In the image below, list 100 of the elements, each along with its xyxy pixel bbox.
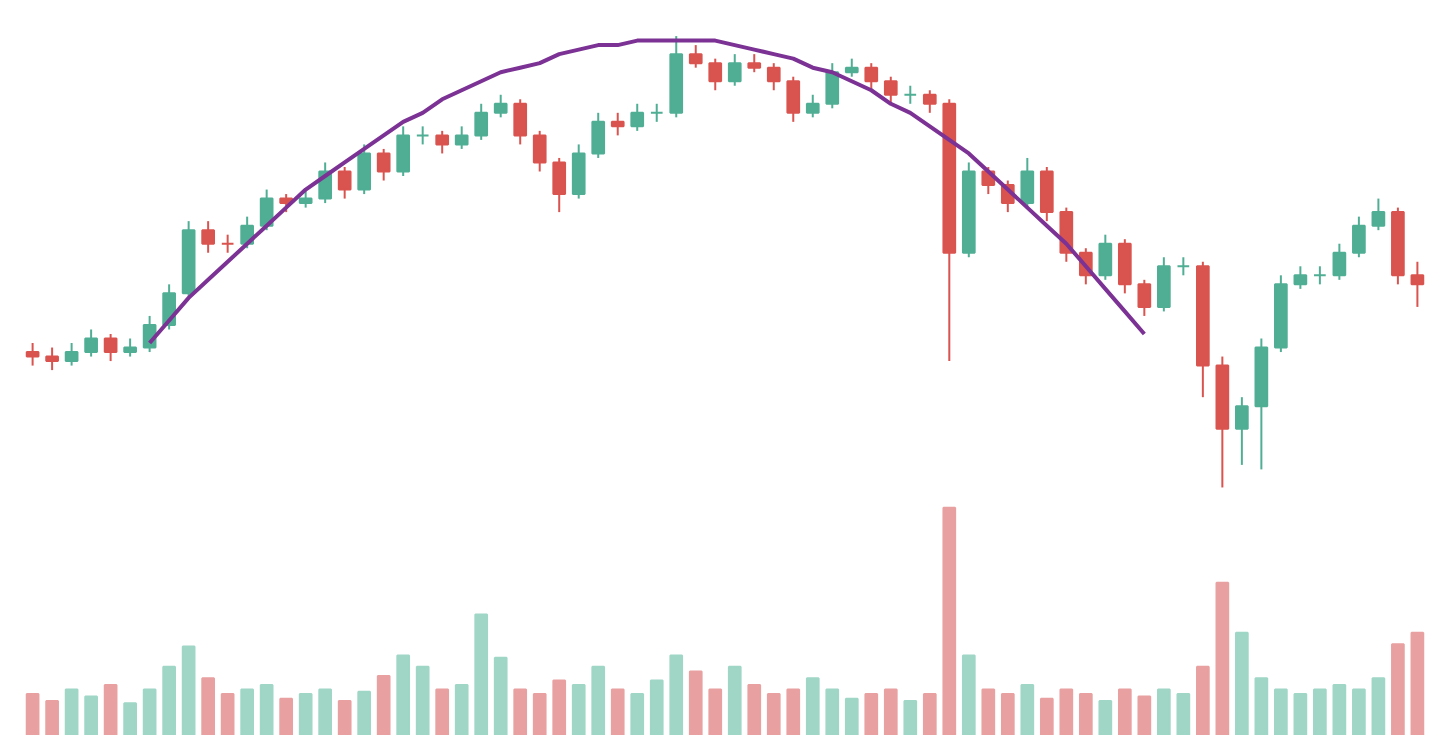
bar [1039,697,1054,735]
candlestick [337,165,352,200]
candlestick [25,342,40,367]
bar [84,695,98,735]
candlestick [415,125,430,146]
bar [1313,688,1327,735]
bar [1371,677,1386,735]
bar [883,688,898,735]
bar [1332,684,1347,735]
bar [435,688,450,735]
candlestick [552,156,567,214]
bar [103,684,118,735]
bar [649,679,664,735]
bar [162,665,176,735]
bar [474,613,489,735]
bar [1156,688,1171,735]
bar [1196,665,1210,735]
bar [415,665,430,735]
bar [532,693,547,735]
bar [1293,693,1308,735]
bar [1020,684,1035,735]
candlestick [1332,242,1347,281]
candlestick [766,62,781,92]
bar [922,693,937,735]
bar [376,674,391,735]
bar [708,688,723,735]
bar [825,688,840,735]
bar [493,656,508,735]
candlestick [747,53,762,74]
candlestick [201,220,215,254]
candlestick [649,102,664,123]
bar [1137,695,1152,735]
bar [942,506,957,735]
bar [688,670,703,735]
candlestick [1235,396,1249,466]
candlestick [864,62,879,92]
bar [805,677,820,735]
candlestick [571,143,586,200]
candlestick [1352,215,1366,259]
candlestick [220,233,235,254]
candlestick [1098,233,1113,281]
bar [786,688,801,735]
bar [1235,631,1249,735]
bar [454,684,469,735]
bar [1274,688,1288,735]
candlestick [1293,265,1308,290]
candlestick [376,147,391,182]
bar [513,688,528,735]
bar [669,654,684,735]
candlestick [493,93,508,119]
candlestick [1039,165,1054,223]
bar [1410,631,1425,735]
candlestick [708,57,723,92]
bar [1176,693,1191,735]
candlestick [435,129,450,155]
bar [727,665,742,735]
candlestick [64,342,79,367]
candlestick [1410,260,1425,308]
bar [396,654,411,735]
bar [1215,581,1230,735]
bar [747,684,762,735]
bar [142,688,157,735]
candlestick [1020,156,1035,209]
bar [123,702,137,735]
candlestick [883,75,898,105]
candlestick [786,75,801,123]
candlestick [825,62,840,110]
bar [864,693,879,735]
bar [259,684,274,735]
bar [1254,677,1269,735]
candlestick [922,89,937,114]
candlestick [610,111,625,137]
bar [981,688,996,735]
bar [1078,693,1093,735]
bar [571,684,586,735]
candlestick [805,93,820,119]
candlestick [357,143,372,196]
candlestick [727,53,742,87]
bar [240,688,254,735]
bar [279,697,294,735]
bar [64,688,79,735]
candlestick [1176,256,1191,277]
candlestick [844,57,859,78]
bar [1000,693,1015,735]
candlestick [1313,265,1327,286]
bar [357,690,372,735]
bar [318,688,333,735]
candlestick [513,98,528,146]
bar [766,693,781,735]
bar [1117,688,1132,735]
candlestick [454,125,469,150]
candlestick [630,102,645,132]
bar [630,693,645,735]
candlestick [1371,197,1386,232]
candlestick [298,188,313,209]
candlestick [84,328,98,358]
bar [201,677,215,735]
bar [220,693,235,735]
candlestick [591,111,606,159]
candlestick [474,102,489,141]
